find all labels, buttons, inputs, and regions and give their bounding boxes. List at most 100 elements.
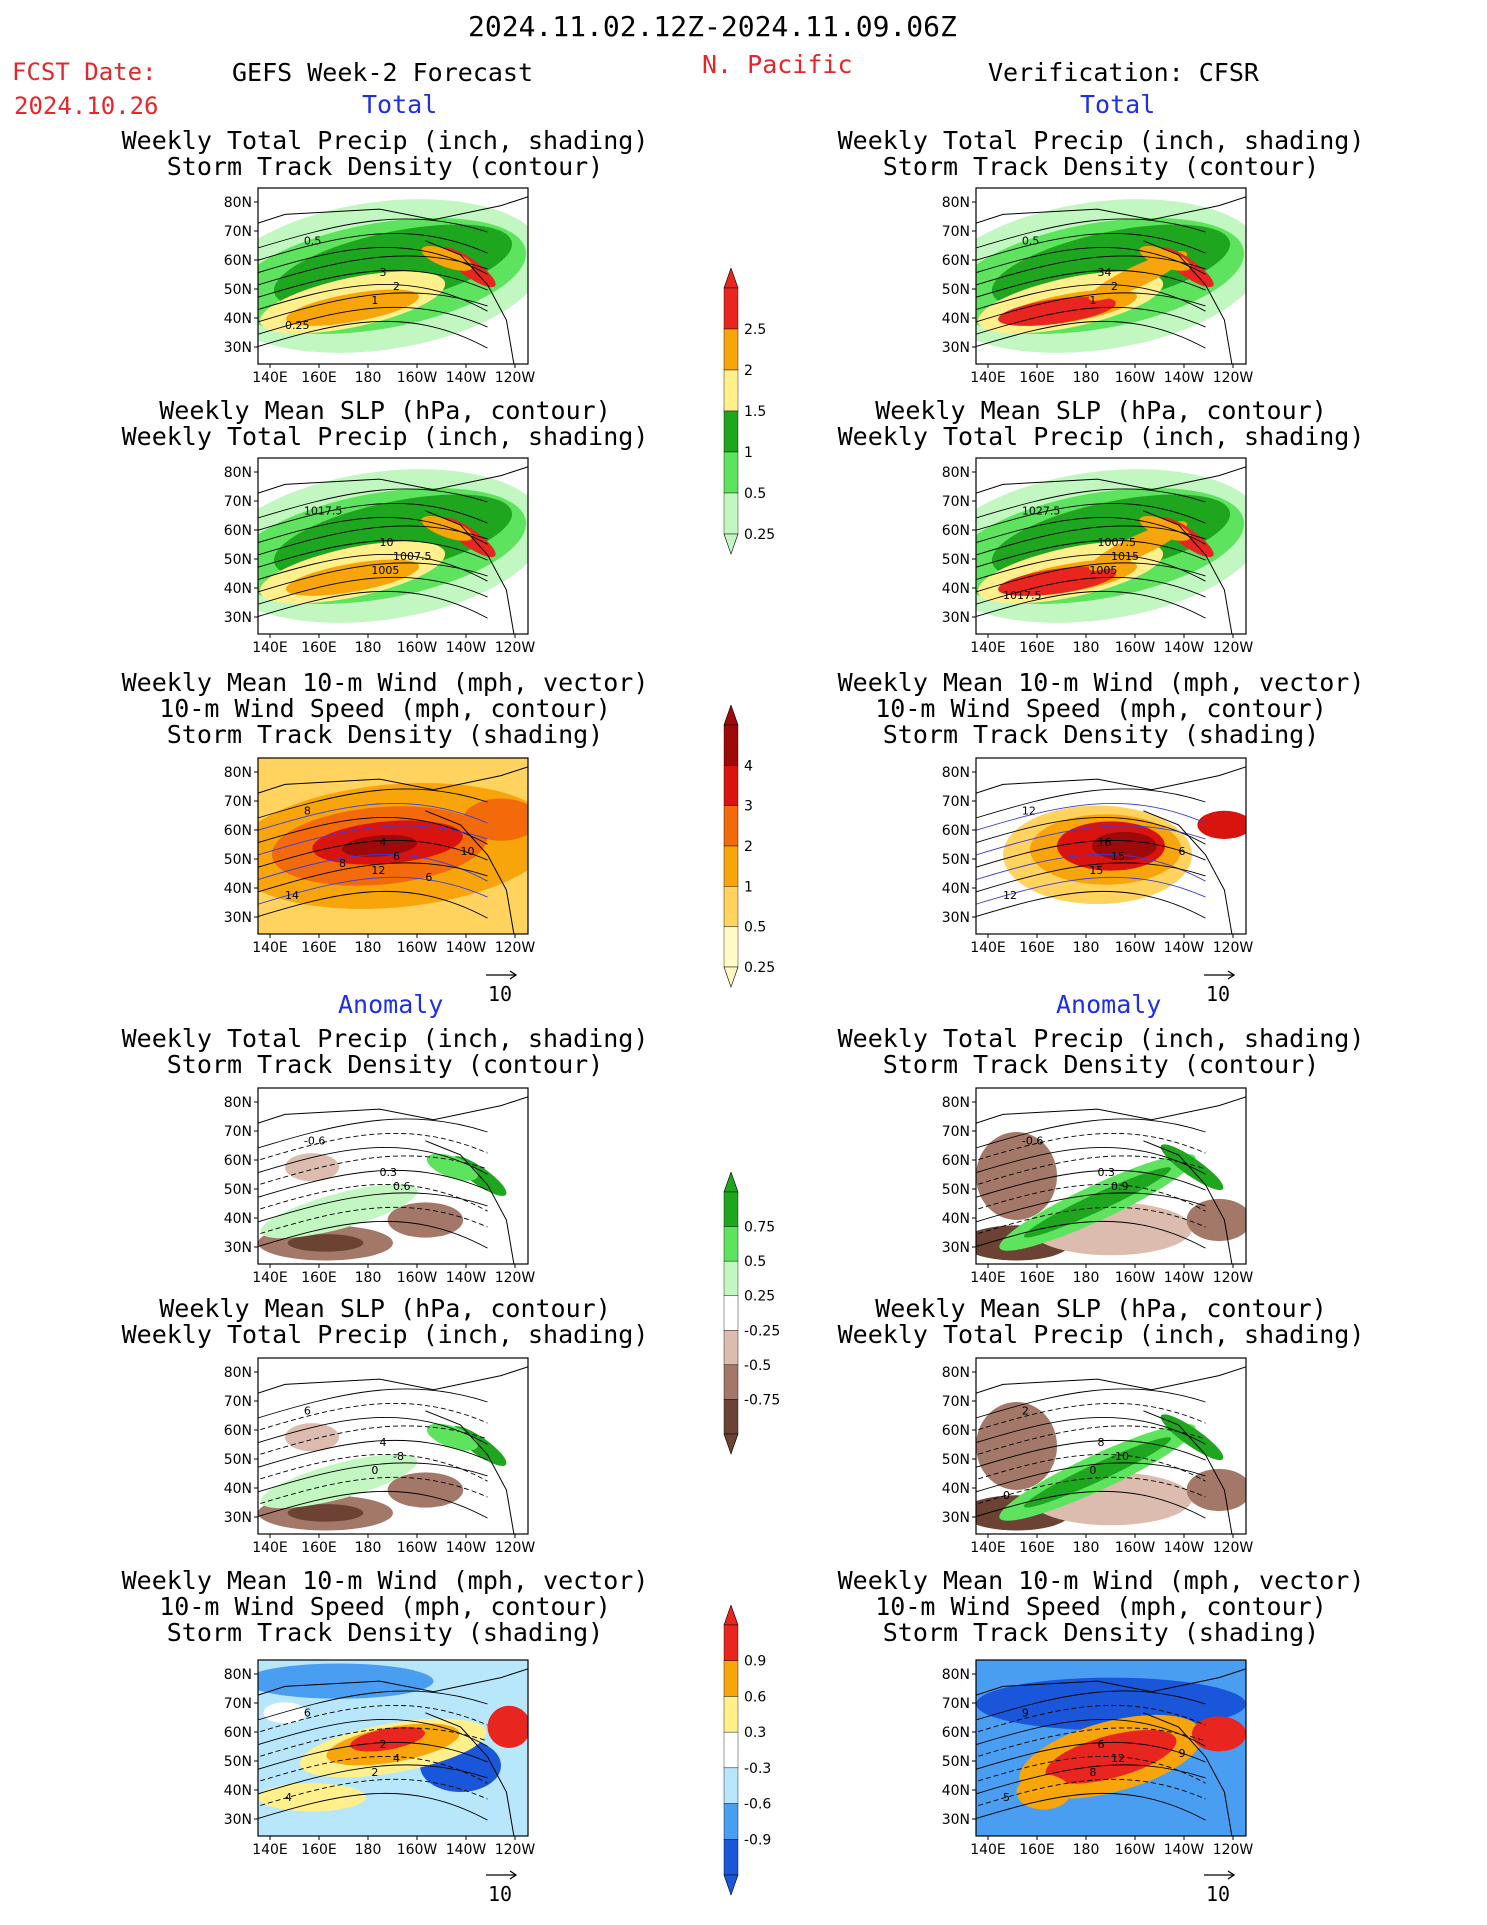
panel-title-line: Weekly Total Precip (inch, shading) [837,126,1365,155]
lon-tick-label: 160E [301,1842,337,1858]
lat-tick-label: 40N [224,1783,252,1799]
contour-line [258,890,488,919]
colorbar-label: 0.9 [744,1654,766,1670]
panel-title-line: Storm Track Density (contour) [882,152,1320,181]
colorbar-label: -0.5 [744,1358,771,1374]
lon-tick-label: 160W [1115,940,1156,956]
colorbar-label: 0.25 [744,960,775,976]
contour-label: 8 [339,857,346,870]
lat-tick-label: 40N [224,1481,252,1497]
contour-line [976,1388,1206,1419]
colorbar-label: 0.5 [744,486,766,502]
colorbar-label: 4 [744,758,753,774]
colorbar-segment [723,1839,739,1876]
lat-tick-label: 50N [942,1754,970,1770]
panel-title-line: 10-m Wind Speed (mph, contour) [159,1592,611,1621]
contour-label: 16 [1098,836,1112,849]
contour-line [976,803,1206,831]
lat-tick-label: 60N [224,523,252,539]
contour-label: -10 [1111,1450,1129,1463]
shading-region [1139,246,1191,271]
contour-line [976,1755,1206,1784]
coastline [1143,810,1233,934]
vector-ref-2: 10 [1202,962,1238,1006]
lat-tick-label: 80N [942,1095,970,1111]
lat-tick-label: 70N [224,494,252,510]
contour-line [976,890,1206,919]
lat-tick-label: 50N [224,1452,252,1468]
contour-line [976,292,1206,323]
lon-tick-label: 160E [301,1270,337,1286]
lat-tick-label: 80N [224,465,252,481]
vector-ref-label: 10 [488,1882,513,1906]
map-frame [257,1087,529,1265]
lat-tick-label: 80N [942,765,970,781]
lon-tick-label: 180 [1073,1540,1100,1556]
lon-tick-label: 160E [1019,370,1055,386]
vector-ref-3: 10 [484,1862,520,1906]
colorbar-svg: 0.9 0.6 0.3 -0.3 -0.6 -0.9 [723,1604,771,1896]
lat-tick-label: 60N [942,823,970,839]
contour-line [258,1490,488,1519]
contour-line [258,1146,488,1175]
lon-tick-label: 160E [301,940,337,956]
lon-tick-label: 140E [252,370,288,386]
coastline [258,1366,528,1394]
contour-line [976,488,1206,519]
contour-line [258,246,488,275]
lat-tick-label: 60N [942,1725,970,1741]
panel-title-line: 10-m Wind Speed (mph, contour) [875,1592,1327,1621]
contour-line [976,862,1206,893]
contour-line [258,1388,488,1419]
coastline [425,1140,515,1264]
colorbar-segment [723,451,739,494]
contour-label: 15 [1111,850,1125,863]
panel-title-line: Weekly Total Precip (inch, shading) [837,1320,1365,1349]
contour-line [976,320,1206,349]
lon-tick-label: 140W [446,640,487,656]
colorbar-label: 1 [744,445,753,461]
lon-tick-label: 120W [495,1842,536,1858]
lat-tick-label: 60N [224,1725,252,1741]
coastline [1143,510,1233,634]
lat-tick-label: 50N [942,282,970,298]
lon-tick-label: 160E [1019,940,1055,956]
lon-tick-label: 160E [1019,640,1055,656]
contour-line [976,1118,1206,1149]
colorbar-label: -0.9 [744,1832,771,1848]
coastline [258,1096,528,1124]
map-frame [257,187,529,365]
contour-line [258,1462,488,1493]
coastline [425,240,515,364]
contour-line [976,1425,1206,1456]
lon-tick-label: 160E [1019,1270,1055,1286]
contour-line [258,1755,488,1784]
contour-line [976,1220,1206,1249]
lat-tick-label: 40N [942,881,970,897]
colorbar-label: 0.25 [744,527,775,543]
contour-label: 1027.5 [1022,504,1061,517]
lon-tick-label: 140E [252,1842,288,1858]
panel-title-line: Storm Track Density (shading) [882,1618,1320,1647]
lat-tick-label: 30N [942,1240,970,1256]
contour-label: 1007.5 [393,550,432,563]
coastline [425,1410,515,1534]
panel-title-line: Storm Track Density (contour) [166,152,604,181]
lat-tick-label: 30N [224,340,252,356]
map-frame [975,1357,1247,1535]
colorbar-label: 2 [744,839,753,855]
contour-line [976,246,1206,275]
colorbar-cap [723,1433,739,1455]
panel-title-line: Storm Track Density (shading) [166,1618,604,1647]
contour-line [976,1133,1206,1161]
panel-title-line: Storm Track Density (shading) [882,720,1320,749]
contour-line [258,853,488,882]
lon-tick-label: 140W [446,940,487,956]
contour-label: 1007.5 [1098,536,1137,549]
lon-tick-label: 140E [970,1540,1006,1556]
contour-line [258,1476,488,1505]
region-label: N. Pacific [702,50,853,79]
